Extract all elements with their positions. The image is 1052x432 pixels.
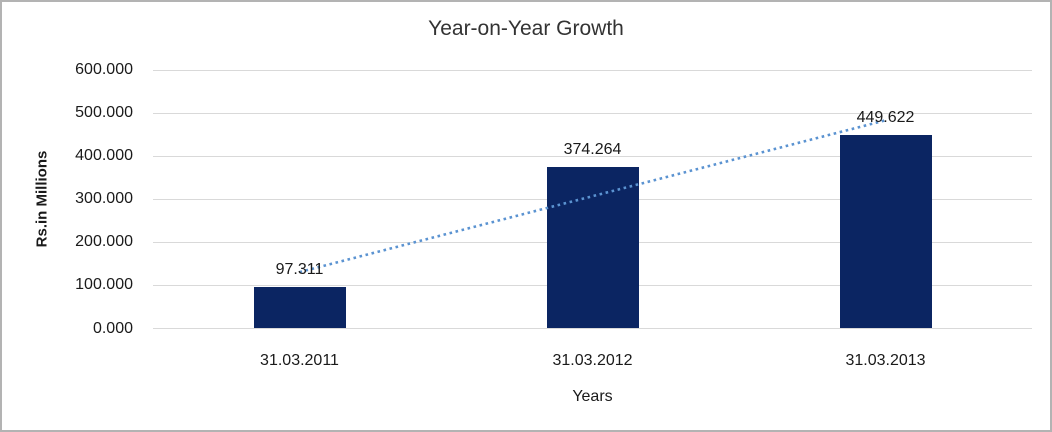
- chart-title: Year-on-Year Growth: [428, 17, 624, 40]
- x-axis-title: Years: [572, 388, 613, 405]
- y-tick-label: 0.000: [92, 319, 133, 337]
- x-category-label: 31.03.2012: [552, 352, 633, 369]
- y-tick-label: 100.000: [75, 276, 133, 294]
- x-category-label: 31.03.2011: [260, 352, 339, 369]
- gridline: [153, 69, 1032, 71]
- y-tick-label: 600.000: [75, 61, 133, 78]
- y-tick-label: 200.000: [75, 233, 133, 251]
- bar-value-label: 449.622: [856, 108, 915, 126]
- bar-value-label: 97.311: [275, 260, 324, 278]
- y-tick-label: 500.000: [75, 104, 133, 122]
- y-axis-title: Rs.in Millions: [33, 150, 51, 248]
- x-category-label: 31.03.2013: [845, 352, 926, 369]
- bar-31.03.2011: [253, 286, 346, 329]
- gridline: [153, 112, 1032, 114]
- bar-31.03.2012: [546, 167, 639, 329]
- bar-31.03.2013: [839, 134, 932, 329]
- bar-value-label: 374.264: [563, 141, 622, 159]
- gridline: [153, 328, 1032, 329]
- y-tick-label: 400.000: [75, 147, 133, 165]
- y-tick-label: 300.000: [75, 190, 133, 208]
